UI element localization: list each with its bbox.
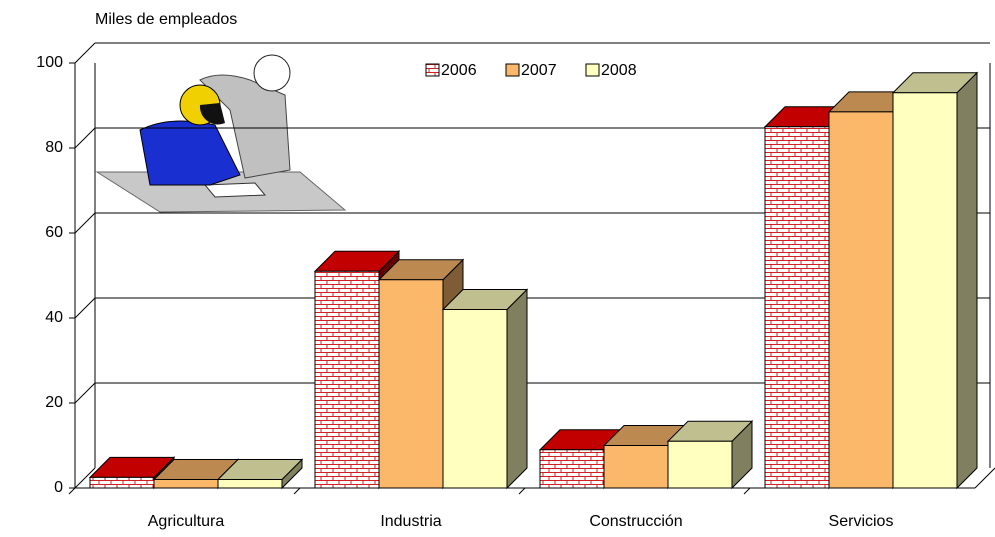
y-tick-label: 80 — [45, 139, 63, 156]
legend-swatch — [505, 63, 520, 77]
bar — [378, 279, 444, 489]
clipart — [95, 54, 347, 213]
axis-line — [74, 467, 96, 489]
y-tick-label: 40 — [45, 309, 63, 326]
legend-swatch — [585, 63, 600, 77]
bar-side — [956, 71, 978, 490]
x-tick — [293, 487, 301, 495]
legend-label: 2006 — [441, 62, 477, 79]
x-tick — [68, 487, 76, 495]
bar — [828, 111, 894, 489]
bar — [153, 479, 219, 489]
bar — [603, 445, 669, 489]
y-tick-label: 0 — [54, 479, 63, 496]
x-tick — [743, 487, 751, 495]
bar — [217, 479, 283, 489]
y-tick-label: 100 — [36, 54, 63, 71]
bar — [442, 309, 508, 489]
bar — [314, 270, 380, 489]
y-axis-label: Miles de empleados — [95, 11, 237, 28]
bar-side — [506, 288, 528, 490]
grid-diag — [74, 297, 96, 319]
bar — [764, 126, 830, 489]
x-tick-label: Agricultura — [148, 513, 225, 530]
legend-label: 2007 — [521, 62, 557, 79]
grid-diag — [74, 127, 96, 149]
y-tick-label: 60 — [45, 224, 63, 241]
legend-label: 2008 — [601, 62, 637, 79]
bar — [89, 476, 155, 489]
x-tick-label: Construcción — [589, 513, 682, 530]
grid-diag — [74, 382, 96, 404]
legend-swatch — [425, 63, 440, 77]
x-tick-label: Industria — [380, 513, 441, 530]
axis-line — [974, 467, 995, 489]
bar — [892, 92, 958, 489]
bar — [539, 449, 605, 489]
y-tick-label: 20 — [45, 394, 63, 411]
x-tick — [518, 487, 526, 495]
grid-diag — [74, 212, 96, 234]
grid-diag — [74, 42, 96, 64]
bar — [667, 440, 733, 489]
x-tick-label: Servicios — [829, 513, 894, 530]
